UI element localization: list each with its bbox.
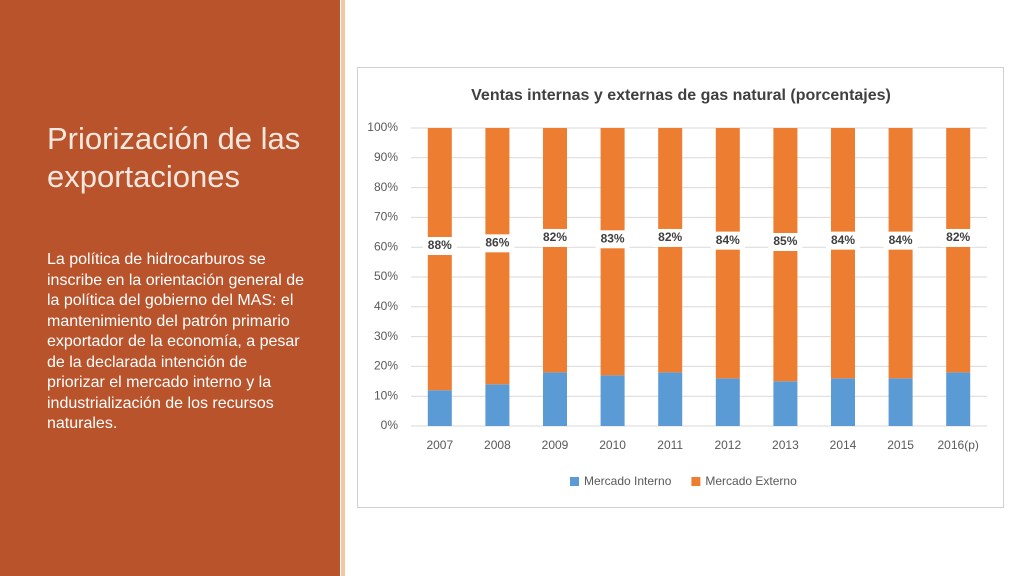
y-tick-label: 80%: [374, 180, 398, 194]
bar-segment: [946, 128, 971, 373]
x-tick-label: 2013: [772, 438, 799, 452]
data-label: 88%: [428, 238, 452, 252]
stripe: [341, 0, 345, 576]
bar-segment: [600, 128, 625, 376]
data-label-bg: [595, 230, 630, 249]
slide-body: La política de hidrocarburos se inscribe…: [47, 251, 305, 432]
legend-label: Mercado Externo: [705, 474, 797, 488]
x-tick-label: 2008: [484, 438, 511, 452]
bar-segment: [658, 372, 683, 426]
bar-segment: [485, 384, 510, 426]
y-tick-label: 10%: [374, 388, 398, 402]
bar-segment: [888, 128, 913, 379]
y-tick-label: 90%: [374, 150, 398, 164]
data-label-bg: [653, 228, 688, 247]
bar-segment: [773, 128, 798, 382]
data-label-bg: [883, 231, 918, 250]
legend-swatch: [691, 477, 701, 486]
bar-segment: [427, 128, 452, 391]
bar-segment: [600, 375, 625, 426]
bar-segment: [658, 128, 683, 373]
data-label: 82%: [543, 230, 567, 244]
x-tick-label: 2015: [887, 438, 914, 452]
x-tick-label: 2010: [599, 438, 626, 452]
legend-label: Mercado Interno: [584, 474, 672, 488]
data-label-bg: [538, 228, 572, 247]
side-panel: [0, 0, 340, 576]
data-label-bg: [768, 232, 803, 251]
y-tick-label: 100%: [367, 120, 398, 134]
y-tick-label: 30%: [374, 329, 398, 343]
x-tick-label: 2012: [714, 438, 741, 452]
data-label: 84%: [831, 233, 855, 247]
x-tick-label: 2016(p): [938, 438, 979, 452]
slide-title: Priorización de las exportaciones: [47, 121, 301, 194]
x-tick-label: 2014: [830, 438, 857, 452]
data-label: 82%: [946, 230, 970, 244]
bar-segment: [543, 372, 567, 426]
x-tick-label: 2011: [657, 438, 683, 452]
y-tick-label: 70%: [374, 210, 398, 224]
data-label: 84%: [716, 233, 740, 247]
bar-segment: [543, 128, 567, 373]
data-label-bg: [710, 231, 745, 250]
data-label: 83%: [601, 231, 625, 245]
data-label-bg: [941, 228, 976, 247]
y-tick-label: 60%: [374, 239, 398, 253]
bar-segment: [831, 128, 855, 379]
x-tick-label: 2007: [426, 438, 453, 452]
y-tick-label: 0%: [381, 418, 399, 432]
data-label: 85%: [773, 234, 797, 248]
bar-segment: [831, 378, 855, 426]
bar-segment: [888, 378, 913, 426]
bar-segment: [427, 390, 452, 426]
data-label: 86%: [485, 235, 509, 249]
bar-segment: [773, 381, 798, 426]
chart-title: Ventas internas y externas de gas natura…: [471, 87, 891, 104]
legend-swatch: [570, 477, 579, 486]
y-tick-label: 40%: [374, 299, 398, 313]
data-label-bg: [480, 234, 515, 253]
data-label: 84%: [889, 233, 913, 247]
y-tick-label: 50%: [374, 269, 398, 283]
bar-segment: [715, 378, 740, 426]
bar-segment: [946, 372, 971, 426]
x-tick-label: 2009: [542, 438, 569, 452]
data-label: 82%: [658, 230, 682, 244]
bar-segment: [485, 128, 510, 385]
data-label-bg: [826, 231, 860, 250]
bar-segment: [715, 128, 740, 379]
data-label-bg: [422, 237, 457, 256]
y-tick-label: 20%: [374, 359, 398, 373]
